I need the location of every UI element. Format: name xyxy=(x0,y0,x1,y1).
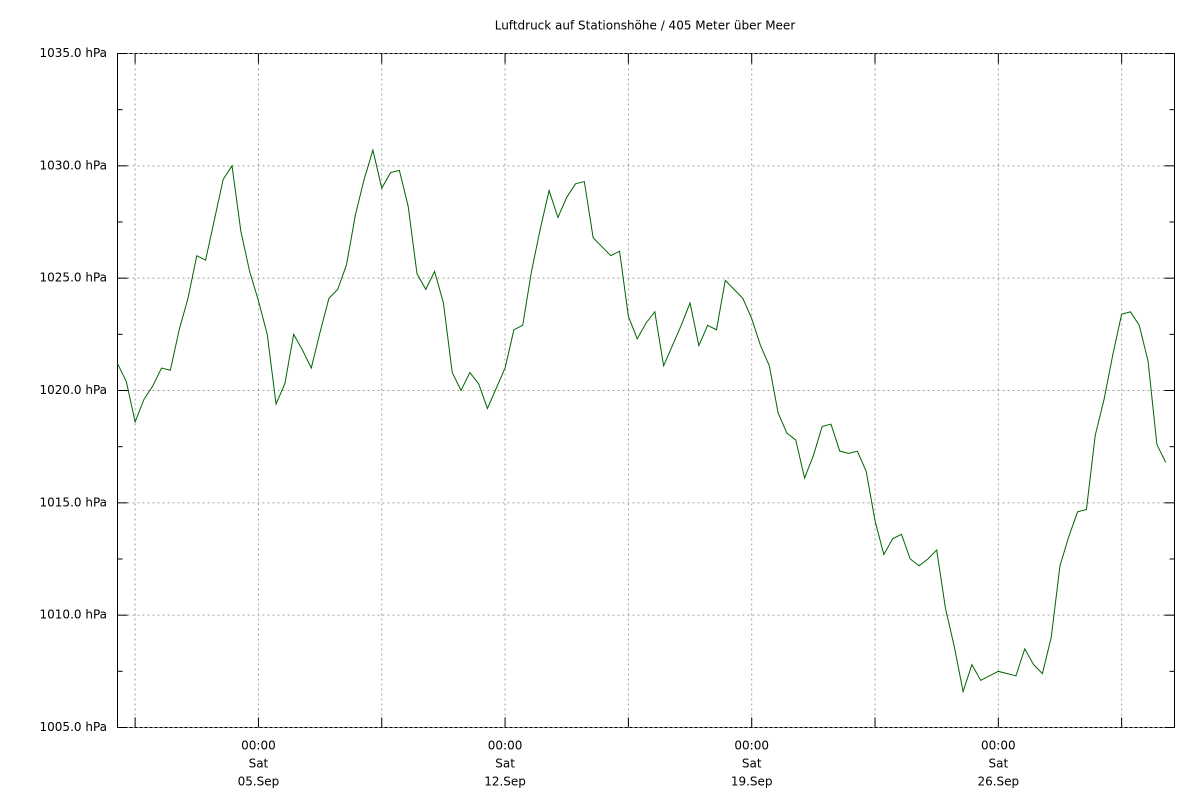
x-tick-label: 12.Sep xyxy=(484,775,526,789)
x-tick-label: 00:00 xyxy=(488,739,523,753)
x-tick-label: 00:00 xyxy=(241,739,276,753)
x-tick-label: 00:00 xyxy=(981,739,1016,753)
y-tick-label: 1030.0 hPa xyxy=(40,158,107,172)
x-tick-label: 00:00 xyxy=(734,739,769,753)
y-tick-label: 1005.0 hPa xyxy=(40,720,107,734)
x-tick-label: Sat xyxy=(495,757,515,771)
x-tick-label: 05.Sep xyxy=(238,775,280,789)
chart-title: Luftdruck auf Stationshöhe / 405 Meter ü… xyxy=(495,19,796,33)
x-tick-label: Sat xyxy=(249,757,269,771)
x-tick-label: 19.Sep xyxy=(731,775,773,789)
x-tick-label: Sat xyxy=(742,757,762,771)
y-tick-label: 1020.0 hPa xyxy=(40,383,107,397)
plot-frame xyxy=(117,53,1175,728)
x-tick-label: Sat xyxy=(988,757,1008,771)
data-line xyxy=(117,148,1167,694)
y-tick-label: 1010.0 hPa xyxy=(40,608,107,622)
y-tick-label: 1035.0 hPa xyxy=(40,46,107,60)
y-tick-label: 1015.0 hPa xyxy=(40,495,107,509)
x-tick-label: 26.Sep xyxy=(977,775,1019,789)
y-tick-label: 1025.0 hPa xyxy=(40,271,107,285)
